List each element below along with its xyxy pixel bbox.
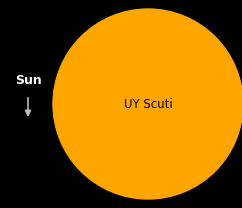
Text: Sun: Sun	[15, 73, 41, 87]
Text: UY Scuti: UY Scuti	[124, 98, 172, 110]
Circle shape	[53, 9, 242, 199]
